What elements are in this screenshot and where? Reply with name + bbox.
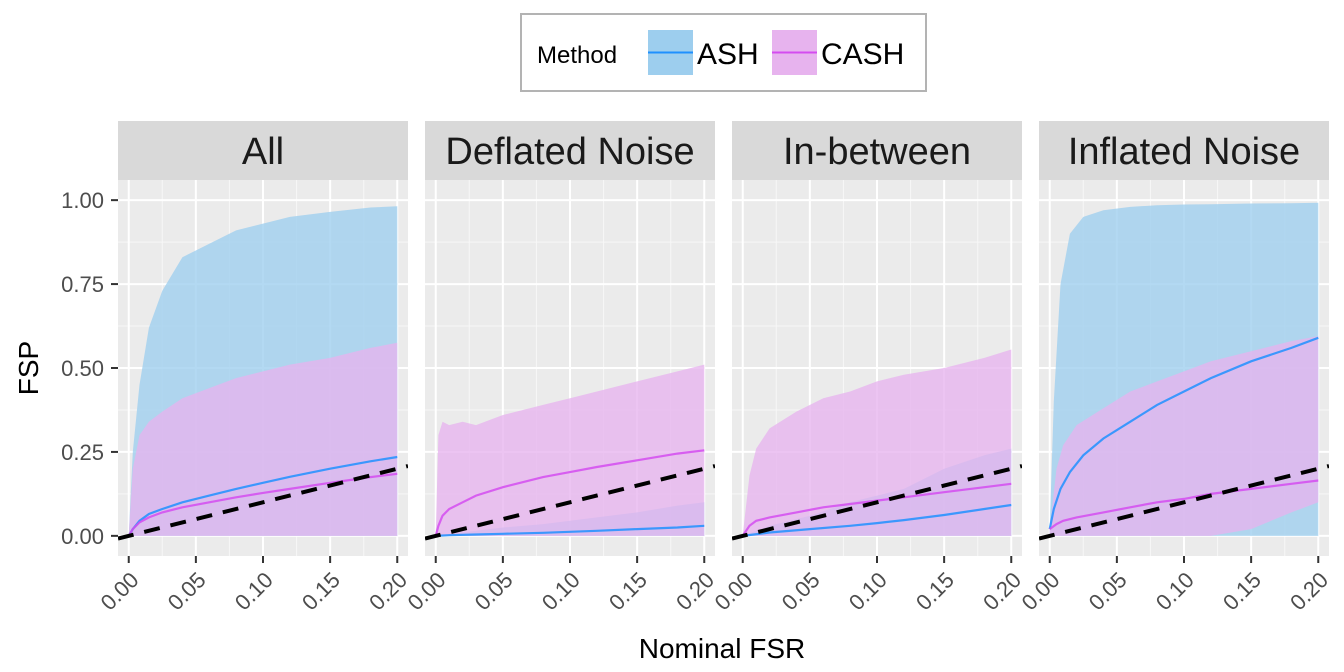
- panel-strip: [425, 121, 715, 180]
- x-axis-title: Nominal FSR: [639, 633, 805, 664]
- panel-title: In-between: [783, 131, 971, 173]
- reference-line: [425, 464, 715, 541]
- panel-title: Deflated Noise: [445, 131, 694, 173]
- x-tick-label: 0.00: [96, 567, 144, 615]
- y-tick-label: 0.25: [61, 440, 104, 465]
- ribbon-cash: [742, 349, 1012, 536]
- x-tick-label: 0.15: [1218, 567, 1266, 615]
- legend-title: Method: [537, 42, 617, 69]
- panel-content: [732, 349, 1022, 541]
- ribbon-cash: [435, 364, 705, 536]
- panel-title: Inflated Noise: [1068, 131, 1300, 173]
- legend: Method ASH CASH: [520, 13, 927, 92]
- panel-strip: [732, 121, 1022, 180]
- y-tick-label: 1.00: [61, 188, 104, 213]
- line-cash: [1049, 479, 1319, 530]
- x-tick-label: 0.20: [364, 567, 412, 615]
- panel-0: All 0.00 0.05 0.10 0.15 0.20: [96, 121, 412, 615]
- line-cash: [434, 449, 705, 537]
- x-tick-label: 0.15: [911, 567, 959, 615]
- panel-content: [1039, 202, 1329, 541]
- line-cash: [127, 472, 398, 537]
- x-tick-label: 0.10: [1151, 567, 1199, 615]
- legend-label-ash: ASH: [697, 38, 759, 71]
- line-ash: [1048, 336, 1319, 530]
- line-cash: [741, 482, 1012, 537]
- y-tick-label: 0.00: [61, 524, 104, 549]
- line-ash: [435, 524, 705, 537]
- y-axis: 0.00 0.25 0.50 0.75 1.00: [61, 188, 118, 549]
- x-tick-label: 0.10: [844, 567, 892, 615]
- x-tick-label: 0.05: [470, 567, 518, 615]
- x-tick-label: 0.00: [1017, 567, 1065, 615]
- line-ash: [127, 455, 398, 537]
- x-tick-label: 0.05: [163, 567, 211, 615]
- y-tick-label: 0.50: [61, 356, 104, 381]
- legend-box: [520, 13, 927, 92]
- x-tick-label: 0.10: [537, 567, 585, 615]
- y-tick-label: 0.75: [61, 272, 104, 297]
- reference-line: [732, 464, 1022, 541]
- y-axis-title: FSP: [13, 341, 44, 395]
- panel-1: Deflated Noise 0.00 0.05 0.10 0.15 0.20: [403, 121, 719, 615]
- x-tick-label: 0.15: [297, 567, 345, 615]
- line-ash: [742, 503, 1012, 537]
- x-tick-label: 0.10: [230, 567, 278, 615]
- x-tick-label: 0.20: [671, 567, 719, 615]
- x-tick-label: 0.05: [777, 567, 825, 615]
- panel-content: [118, 206, 408, 541]
- panel-title: All: [242, 131, 284, 173]
- x-tick-label: 0.20: [978, 567, 1026, 615]
- x-tick-label: 0.15: [604, 567, 652, 615]
- panel-strip: [1039, 121, 1329, 180]
- reference-line: [1039, 464, 1329, 541]
- panel-content: [425, 364, 715, 541]
- x-tick-label: 0.20: [1285, 567, 1333, 615]
- legend-label-cash: CASH: [821, 38, 904, 71]
- x-tick-label: 0.05: [1084, 567, 1132, 615]
- ribbon-cash: [128, 342, 398, 536]
- panel-2: In-between 0.00 0.05 0.10 0.15 0.20: [710, 121, 1026, 615]
- panel-3: Inflated Noise 0.00 0.05 0.10 0.15 0.20: [1017, 121, 1333, 615]
- panel-strip: [118, 121, 408, 180]
- x-tick-label: 0.00: [710, 567, 758, 615]
- x-tick-label: 0.00: [403, 567, 451, 615]
- reference-line: [118, 464, 408, 541]
